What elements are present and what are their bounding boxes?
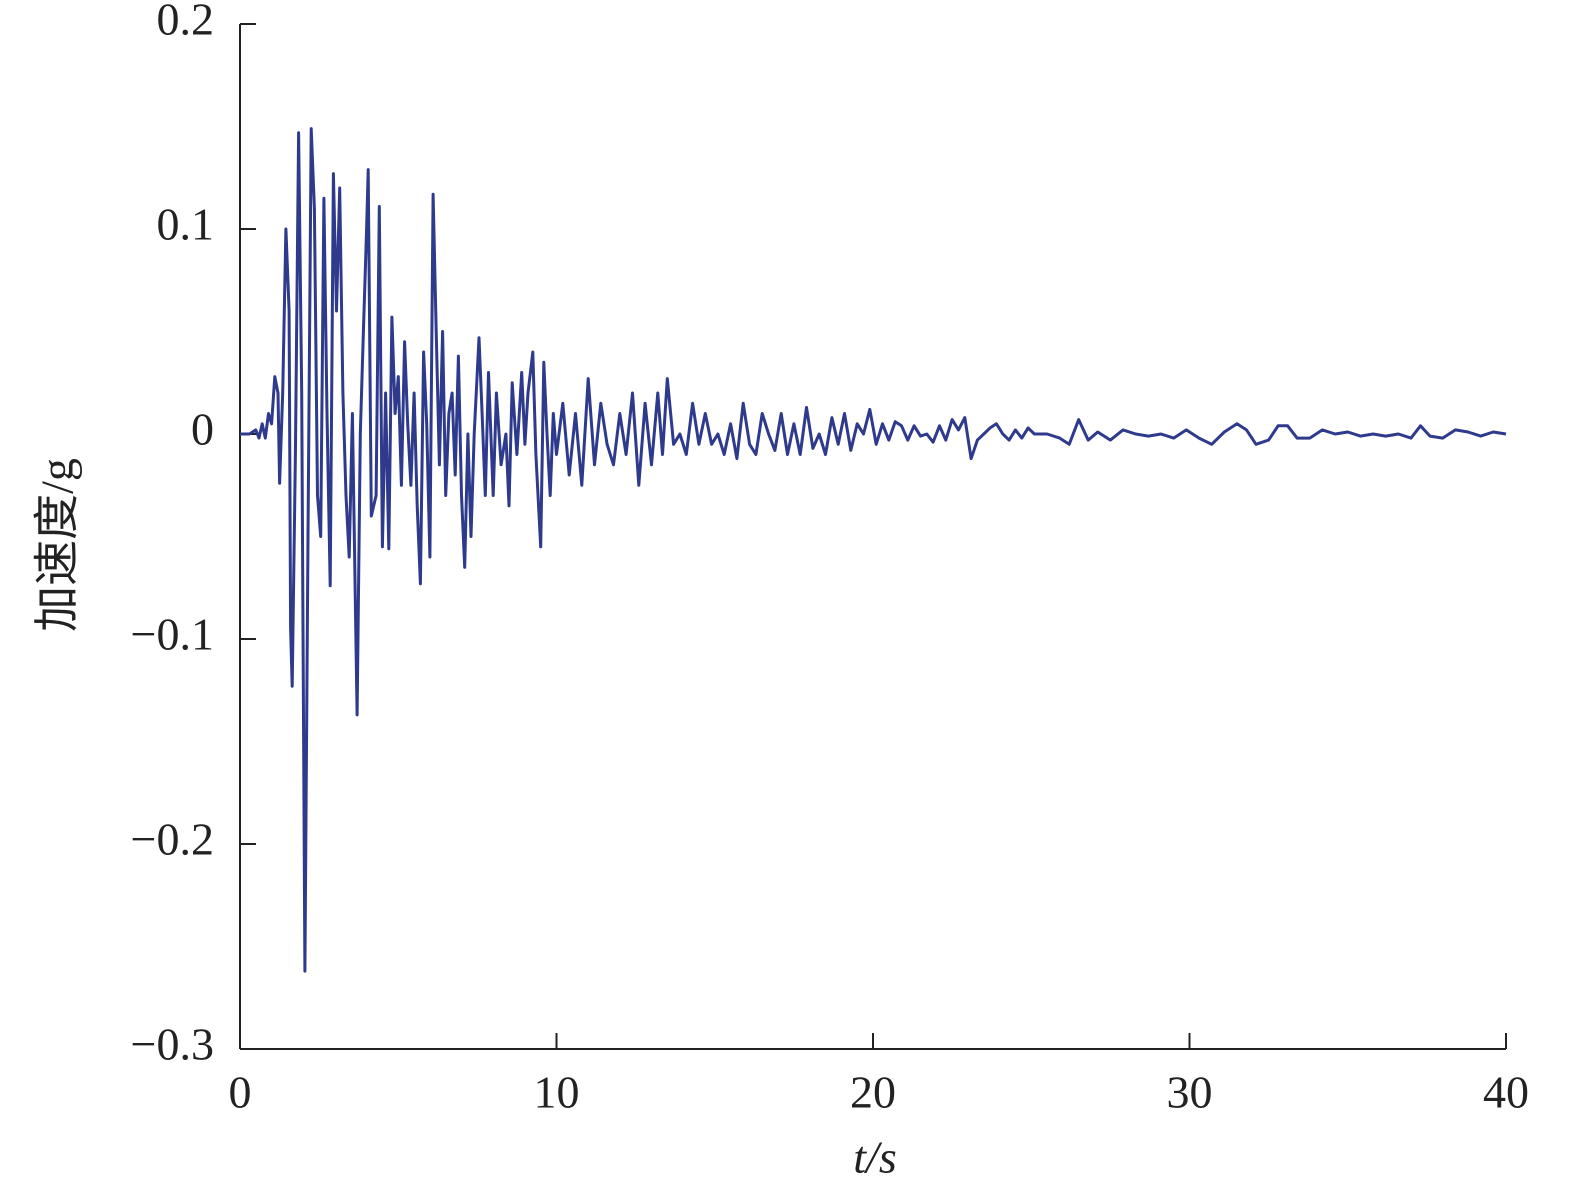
- x-tick-label: 10: [534, 1067, 580, 1118]
- x-tick-label: 20: [850, 1067, 896, 1118]
- y-tick-label: 0: [191, 404, 214, 455]
- y-tick-label: −0.3: [131, 1019, 214, 1070]
- x-tick-label: 30: [1167, 1067, 1213, 1118]
- x-tick-label: 0: [229, 1067, 252, 1118]
- y-axis-label: 加速度/g: [32, 458, 83, 632]
- y-tick-label: −0.2: [131, 814, 214, 865]
- data-line: [240, 127, 1507, 973]
- x-axis-label: t/s: [853, 1132, 896, 1183]
- x-tick-label: 40: [1483, 1067, 1529, 1118]
- y-tick-label: 0.2: [157, 0, 215, 45]
- y-tick-label: −0.1: [131, 609, 214, 660]
- y-tick-label: 0.1: [157, 199, 215, 250]
